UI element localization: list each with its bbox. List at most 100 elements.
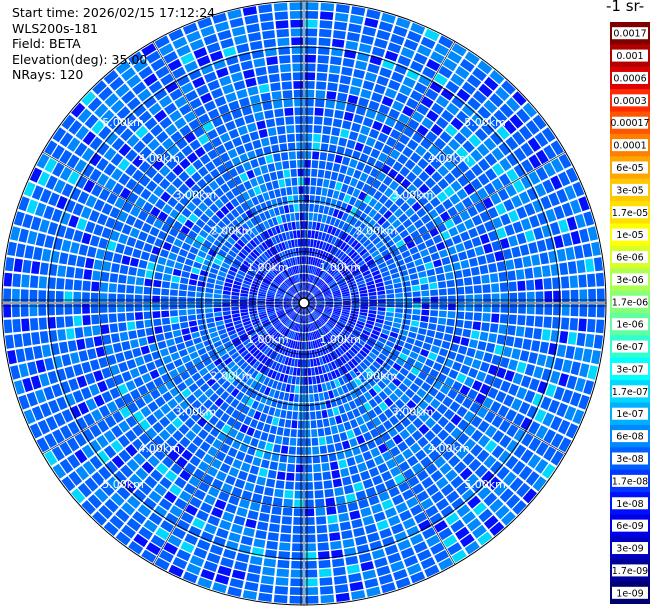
ray-cell	[525, 471, 540, 486]
ray-cell	[292, 525, 304, 534]
ray-cell	[261, 282, 270, 287]
ray-cell	[301, 291, 304, 300]
ray-cell	[550, 140, 564, 156]
ray-cell	[323, 345, 329, 354]
ray-cell	[579, 289, 588, 302]
ray-cell	[281, 271, 288, 279]
ray-cell	[247, 122, 257, 133]
ray-cell	[304, 307, 306, 315]
ray-cell	[411, 252, 421, 261]
ray-cell	[263, 251, 271, 259]
ray-cell	[420, 138, 432, 150]
ray-cell	[150, 534, 166, 548]
ray-cell	[579, 228, 590, 243]
ray-cell	[429, 369, 439, 379]
ray-cell	[274, 333, 281, 341]
ray-cell	[135, 397, 146, 409]
ray-cell	[295, 133, 304, 142]
ray-cell	[100, 271, 110, 282]
ray-cell	[255, 246, 263, 255]
ray-cell	[267, 238, 275, 247]
ray-cell	[307, 304, 315, 309]
ray-cell	[256, 234, 264, 243]
ray-cell	[472, 275, 481, 285]
ray-cell	[274, 265, 281, 273]
ray-cell	[231, 246, 240, 254]
ray-cell	[204, 71, 217, 83]
ray-cell	[208, 348, 217, 357]
ray-cell	[381, 328, 390, 336]
ray-cell	[395, 92, 408, 104]
ray-cell	[534, 183, 547, 197]
ray-cell	[323, 291, 332, 296]
ray-cell	[382, 58, 396, 70]
ray-cell	[532, 393, 544, 407]
ray-cell	[304, 359, 308, 368]
ray-cell	[327, 235, 334, 244]
ray-cell	[330, 361, 337, 370]
ray-cell	[267, 228, 274, 237]
ray-cell	[180, 52, 195, 65]
ray-cell	[173, 151, 186, 163]
ray-cell	[362, 183, 371, 193]
ray-cell	[540, 195, 552, 210]
ray-cell	[47, 317, 56, 329]
ray-cell	[292, 257, 296, 266]
ray-cell	[242, 317, 251, 323]
ray-cell	[323, 335, 330, 344]
ray-cell	[398, 245, 408, 253]
ray-cell	[161, 317, 171, 325]
ray-cell	[450, 117, 464, 131]
ray-cell	[379, 266, 389, 273]
ray-cell	[170, 352, 180, 361]
ray-cell	[236, 273, 245, 280]
ray-cell	[358, 43, 372, 54]
ray-cell	[354, 209, 363, 219]
ray-cell	[342, 270, 351, 277]
ray-cell	[320, 337, 325, 346]
ray-cell	[324, 243, 330, 252]
ray-cell	[522, 255, 532, 268]
ray-cell	[400, 190, 411, 201]
ray-cell	[73, 279, 82, 291]
ray-cell	[98, 505, 113, 520]
ray-cell	[292, 266, 296, 275]
ray-cell	[276, 28, 289, 38]
ray-cell	[246, 572, 260, 583]
ray-cell	[137, 385, 149, 396]
ray-cell	[363, 391, 373, 401]
ray-cell	[489, 323, 499, 333]
ray-cell	[283, 498, 293, 508]
ray-cell	[263, 558, 276, 568]
ray-cell	[337, 279, 346, 286]
ray-cell	[442, 145, 455, 157]
ray-cell	[109, 273, 119, 283]
ray-cell	[304, 291, 306, 299]
ray-cell	[304, 72, 316, 81]
ray-cell	[447, 542, 463, 556]
ray-cell	[479, 361, 490, 373]
ray-cell	[306, 294, 313, 301]
ray-cell	[206, 42, 221, 54]
ray-cell	[242, 161, 252, 171]
ray-cell	[373, 274, 382, 280]
ray-cell	[407, 30, 422, 43]
ray-cell	[365, 242, 375, 251]
ray-cell	[463, 356, 474, 367]
ray-cell	[68, 378, 79, 391]
ray-cell	[466, 347, 476, 358]
ray-cell	[312, 331, 316, 340]
ray-cell	[180, 82, 194, 95]
ray-cell	[442, 58, 458, 72]
ray-cell	[284, 307, 293, 311]
ray-cell	[304, 385, 309, 394]
ray-cell	[295, 124, 304, 133]
ray-cell	[566, 375, 578, 390]
ray-cell	[378, 573, 394, 585]
ray-cell	[267, 309, 275, 313]
ray-cell	[356, 180, 365, 190]
ray-cell	[278, 313, 286, 319]
ray-cell	[227, 586, 242, 597]
ray-cell	[296, 332, 300, 341]
ray-cell	[403, 255, 413, 264]
